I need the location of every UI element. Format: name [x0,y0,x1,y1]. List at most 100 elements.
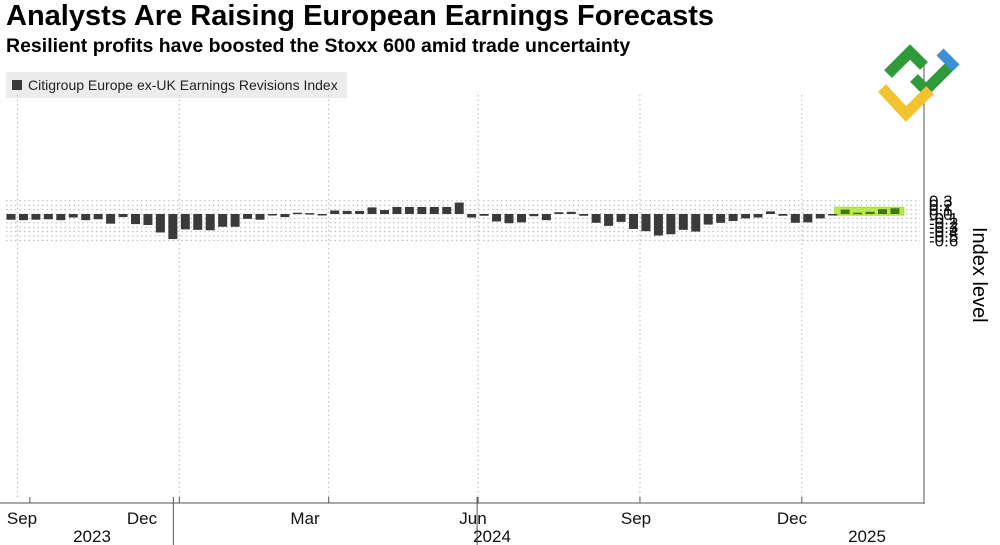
bar [118,214,128,218]
y-tick-label: -0.6 [929,231,958,250]
bar [865,211,875,214]
y-tick-label: -0.4 [929,223,958,242]
bar [31,214,41,220]
bar [778,214,788,216]
x-axis: Sep Dec Mar Jun Sep Dec 2023 2024 2025 [0,497,924,545]
bar [591,214,601,223]
legend: Citigroup Europe ex-UK Earnings Revision… [6,72,347,98]
y-axis: 0.30.20.10.0-0.1-0.2-0.3-0.4-0.5-0.6 [923,64,958,504]
bar [43,214,53,220]
bar [230,214,240,227]
logo-yellow-stroke [877,84,934,122]
x-year-label: 2024 [473,527,511,545]
bar [205,214,215,231]
bar [566,211,576,214]
x-tick-label: Dec [777,509,808,528]
bar [890,208,900,214]
bar [180,214,190,230]
bar [629,214,638,229]
y-tick-label: -0.3 [929,218,958,237]
bar [442,206,452,214]
bar [516,214,526,223]
x-year-label: 2023 [73,527,111,545]
x-tick-label: Sep [7,509,37,528]
bar [417,206,427,214]
bar [703,214,713,225]
highlight-region [834,206,905,216]
bar [803,214,813,223]
x-tick-label: Mar [290,509,320,528]
bar [504,214,514,224]
legend-label: Citigroup Europe ex-UK Earnings Revision… [28,77,338,93]
bar [541,214,551,221]
bar [853,212,863,215]
bar [81,214,91,221]
bar [305,213,315,215]
bar [741,214,751,219]
bar [355,210,365,214]
x-tick-label: Jun [459,509,486,528]
bar [641,214,651,232]
bar [691,214,701,232]
bar [554,212,564,214]
bar [765,211,775,214]
bar [579,214,589,216]
bar [429,206,439,214]
y-tick-label: 0.2 [929,196,953,215]
bar [317,214,327,216]
bar [367,207,377,214]
logo-green-stroke [884,44,928,78]
bar [93,214,103,220]
bar [106,214,116,224]
bar [678,214,688,230]
y-tick-label: -0.5 [929,227,958,246]
bar [404,206,414,214]
y-tick-label: 0.0 [929,205,953,224]
bar [131,214,140,225]
bar [479,214,489,216]
bar [716,214,726,223]
bar [56,214,66,221]
bar [728,214,738,222]
bar [380,210,389,214]
bar [330,210,340,214]
bar [342,210,352,214]
bar [280,214,290,218]
bar [143,214,153,225]
bar [243,214,253,219]
brand-logo-icon [877,44,960,122]
x-tick-label: Dec [127,509,158,528]
bars [6,202,900,240]
bar [878,209,887,214]
bar [604,214,614,226]
bar [828,214,838,216]
bar [616,214,626,222]
bar [6,214,16,220]
highlight-box [834,206,905,216]
bar [666,214,676,235]
bar [790,214,800,223]
y-axis-label: Index level [968,227,990,323]
bar [454,202,464,214]
bar [18,214,28,221]
y-tick-label: 0.1 [929,201,953,220]
legend-swatch [12,80,22,90]
bar [753,214,763,218]
y-tick-label: -0.2 [929,214,958,233]
bar [267,214,277,216]
x-tick-label: Sep [621,509,651,528]
bar [155,214,165,233]
logo-blue-stroke [936,48,960,72]
bar [492,214,502,222]
bar [815,214,825,219]
y-tick-label: -0.1 [929,209,958,228]
bar [392,206,402,214]
bar [840,209,850,214]
bar [529,214,539,217]
chart-subtitle: Resilient profits have boosted the Stoxx… [6,35,631,57]
bar [218,214,228,227]
bar [168,214,178,240]
bar [467,214,477,218]
bar [68,214,78,218]
